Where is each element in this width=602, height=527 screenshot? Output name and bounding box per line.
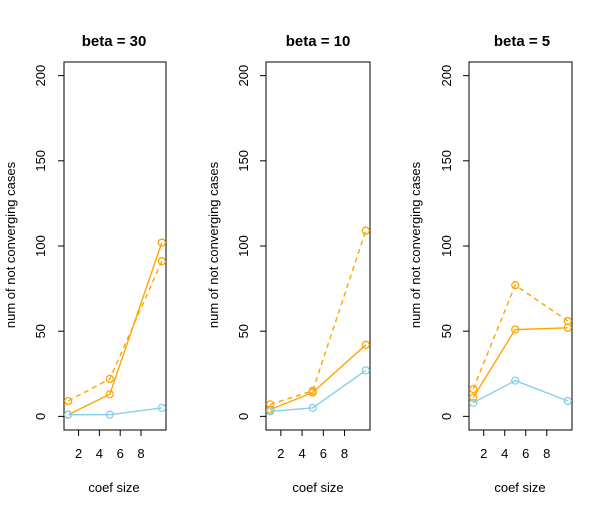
data-point-skyblue-solid [105,410,114,419]
series-line-skyblue-solid [472,379,569,404]
data-point-skyblue-solid [469,398,478,407]
y-tick-label: 200 [236,65,251,87]
series-line-orange-dashed [269,230,367,406]
series-line-orange-solid [472,327,568,398]
panel-beta-30: beta = 30 num of not converging cases co… [3,33,167,495]
series-line-orange-solid [67,242,163,416]
y-tick-label: 0 [33,413,48,420]
y-axis-label: num of not converging cases [3,161,18,328]
x-tick-label: 4 [298,446,305,461]
x-tick-label: 4 [96,446,103,461]
x-tick-label: 8 [543,446,550,461]
x-tick-label: 4 [501,446,508,461]
data-point-orange-dashed [511,281,520,290]
x-axis-label: coef size [494,480,545,495]
series-line-skyblue-solid [68,407,162,416]
data-point-skyblue-solid [563,396,572,406]
y-tick-label: 200 [439,65,454,87]
data-point-orange-dashed [469,384,478,394]
data-point-skyblue-solid [511,376,520,385]
data-marks [266,226,370,416]
x-tick-label: 6 [522,446,529,461]
y-tick-label: 100 [33,235,48,257]
data-point-orange-dashed [157,257,166,266]
axis-ticks: 0 50 100 150 200 2 4 6 8 [236,65,348,461]
y-tick-label: 0 [236,413,251,420]
y-axis-label: num of not converging cases [408,161,423,328]
plot-frame [265,61,371,431]
axis-ticks: 0 50 100 150 200 2 4 6 8 [33,65,145,461]
y-tick-label: 50 [236,324,251,338]
data-point-orange-dashed [105,374,114,384]
x-axis-label: coef size [292,480,343,495]
x-tick-label: 2 [75,446,82,461]
data-point-orange-dashed [563,316,572,326]
x-tick-label: 2 [277,446,284,461]
data-point-orange-solid [105,390,114,399]
series-line-skyblue-solid [270,369,367,412]
plot-frame [63,61,167,431]
x-axis-label: coef size [88,480,139,495]
data-marks [469,281,572,407]
y-axis-label: num of not converging cases [206,161,221,328]
panel-title: beta = 5 [494,33,550,50]
panel-beta-10: beta = 10 num of not converging cases co… [206,33,371,495]
y-tick-label: 50 [33,324,48,338]
panel-title: beta = 10 [286,33,351,50]
series-line-orange-dashed [67,261,163,402]
data-point-skyblue-solid [361,366,370,375]
x-tick-label: 6 [117,446,124,461]
data-point-orange-solid [511,325,520,334]
series-line-orange-solid [269,344,367,411]
data-point-skyblue-solid [64,410,73,419]
y-tick-label: 50 [439,324,454,338]
data-point-skyblue-solid [266,407,275,416]
panel-beta-5: beta = 5 num of not converging cases coe… [408,33,573,495]
data-point-orange-dashed [308,386,317,395]
y-tick-label: 200 [33,65,48,87]
y-tick-label: 150 [236,150,251,172]
data-point-orange-solid [157,238,166,247]
x-tick-label: 8 [341,446,348,461]
x-tick-label: 6 [320,446,327,461]
data-point-skyblue-solid [308,403,317,413]
x-tick-label: 2 [480,446,487,461]
data-point-orange-dashed [361,226,370,235]
y-tick-label: 150 [439,150,454,172]
y-tick-label: 150 [33,150,48,172]
y-tick-label: 100 [236,235,251,257]
plot-frame [468,61,573,431]
data-point-orange-solid [469,393,478,402]
panel-title: beta = 30 [82,33,147,50]
data-point-skyblue-solid [157,403,166,413]
y-tick-label: 100 [439,235,454,257]
series-line-orange-dashed [472,284,569,390]
data-point-orange-solid [361,340,370,349]
axis-ticks: 0 50 100 150 200 2 4 6 8 [439,65,550,461]
y-tick-label: 0 [439,413,454,420]
x-tick-label: 8 [137,446,144,461]
data-marks [64,238,166,419]
data-point-orange-dashed [64,396,73,406]
